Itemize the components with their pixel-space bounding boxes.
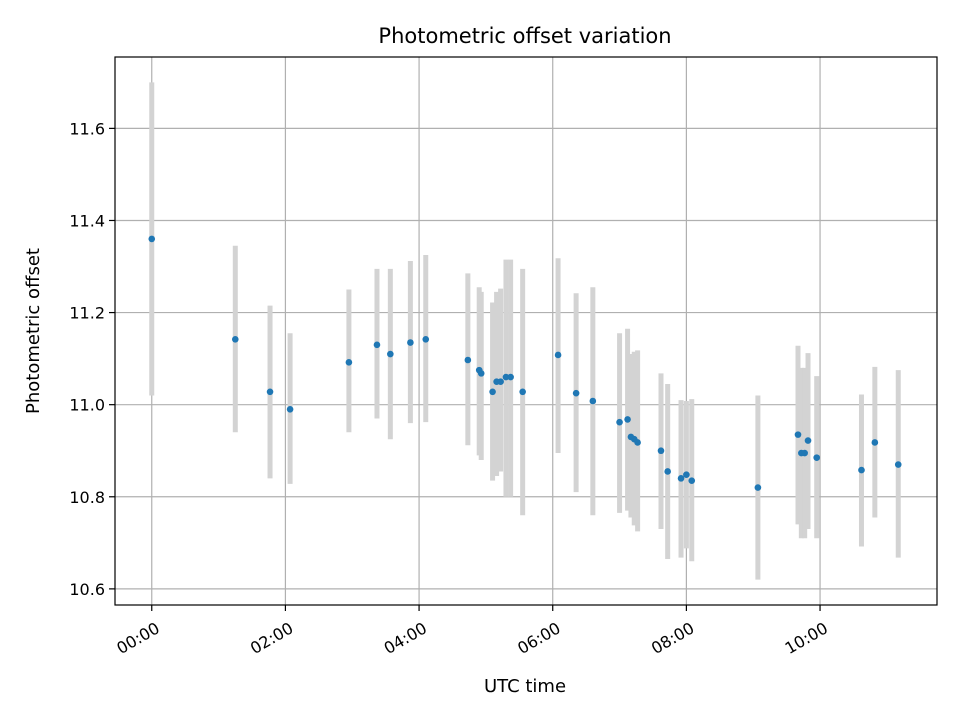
y-tick-label: 11.4 — [69, 211, 105, 230]
data-point — [677, 475, 685, 482]
data-point — [489, 388, 496, 396]
data-point — [464, 356, 472, 364]
data-point — [634, 439, 641, 446]
data-point — [507, 373, 514, 381]
data-point — [858, 466, 865, 474]
data-point — [554, 351, 562, 359]
data-point — [801, 449, 808, 457]
data-point — [387, 350, 394, 358]
data-point — [572, 389, 580, 397]
data-point — [664, 468, 671, 475]
data-point — [477, 370, 485, 377]
data-point — [266, 388, 274, 396]
y-tick-label: 11.2 — [69, 304, 105, 323]
data-point — [502, 373, 510, 381]
data-point — [231, 335, 239, 343]
data-point — [624, 416, 631, 423]
data-point — [688, 477, 696, 484]
data-point — [148, 235, 156, 243]
data-point — [804, 437, 812, 444]
y-tick-label: 10.8 — [69, 488, 105, 507]
x-axis-label: UTC time — [484, 676, 566, 697]
data-point — [794, 431, 802, 438]
plot-area-frame — [114, 56, 938, 606]
data-point — [616, 418, 623, 426]
y-tick-label: 11.6 — [69, 119, 105, 138]
grid — [115, 57, 937, 605]
data-point — [286, 405, 294, 413]
data-point — [754, 484, 762, 491]
y-tick-label: 10.6 — [69, 580, 105, 599]
data-point — [589, 397, 597, 405]
data-point — [519, 388, 526, 396]
data-point — [345, 359, 353, 366]
data-point — [871, 439, 879, 446]
y-axis: 10.6 10.8 11.0 11.2 11.4 11.6 — [69, 119, 115, 599]
data-point — [373, 341, 381, 349]
data-point — [813, 454, 821, 461]
chart-title: Photometric offset variation — [378, 24, 671, 48]
data-point — [657, 447, 665, 455]
data-points — [148, 235, 902, 491]
data-point — [422, 335, 430, 343]
data-point — [407, 339, 414, 346]
y-axis-label: Photometric offset — [23, 248, 44, 414]
y-tick-label: 11.0 — [69, 396, 105, 415]
data-point — [894, 461, 902, 468]
data-point — [497, 378, 504, 385]
data-point — [683, 471, 690, 478]
